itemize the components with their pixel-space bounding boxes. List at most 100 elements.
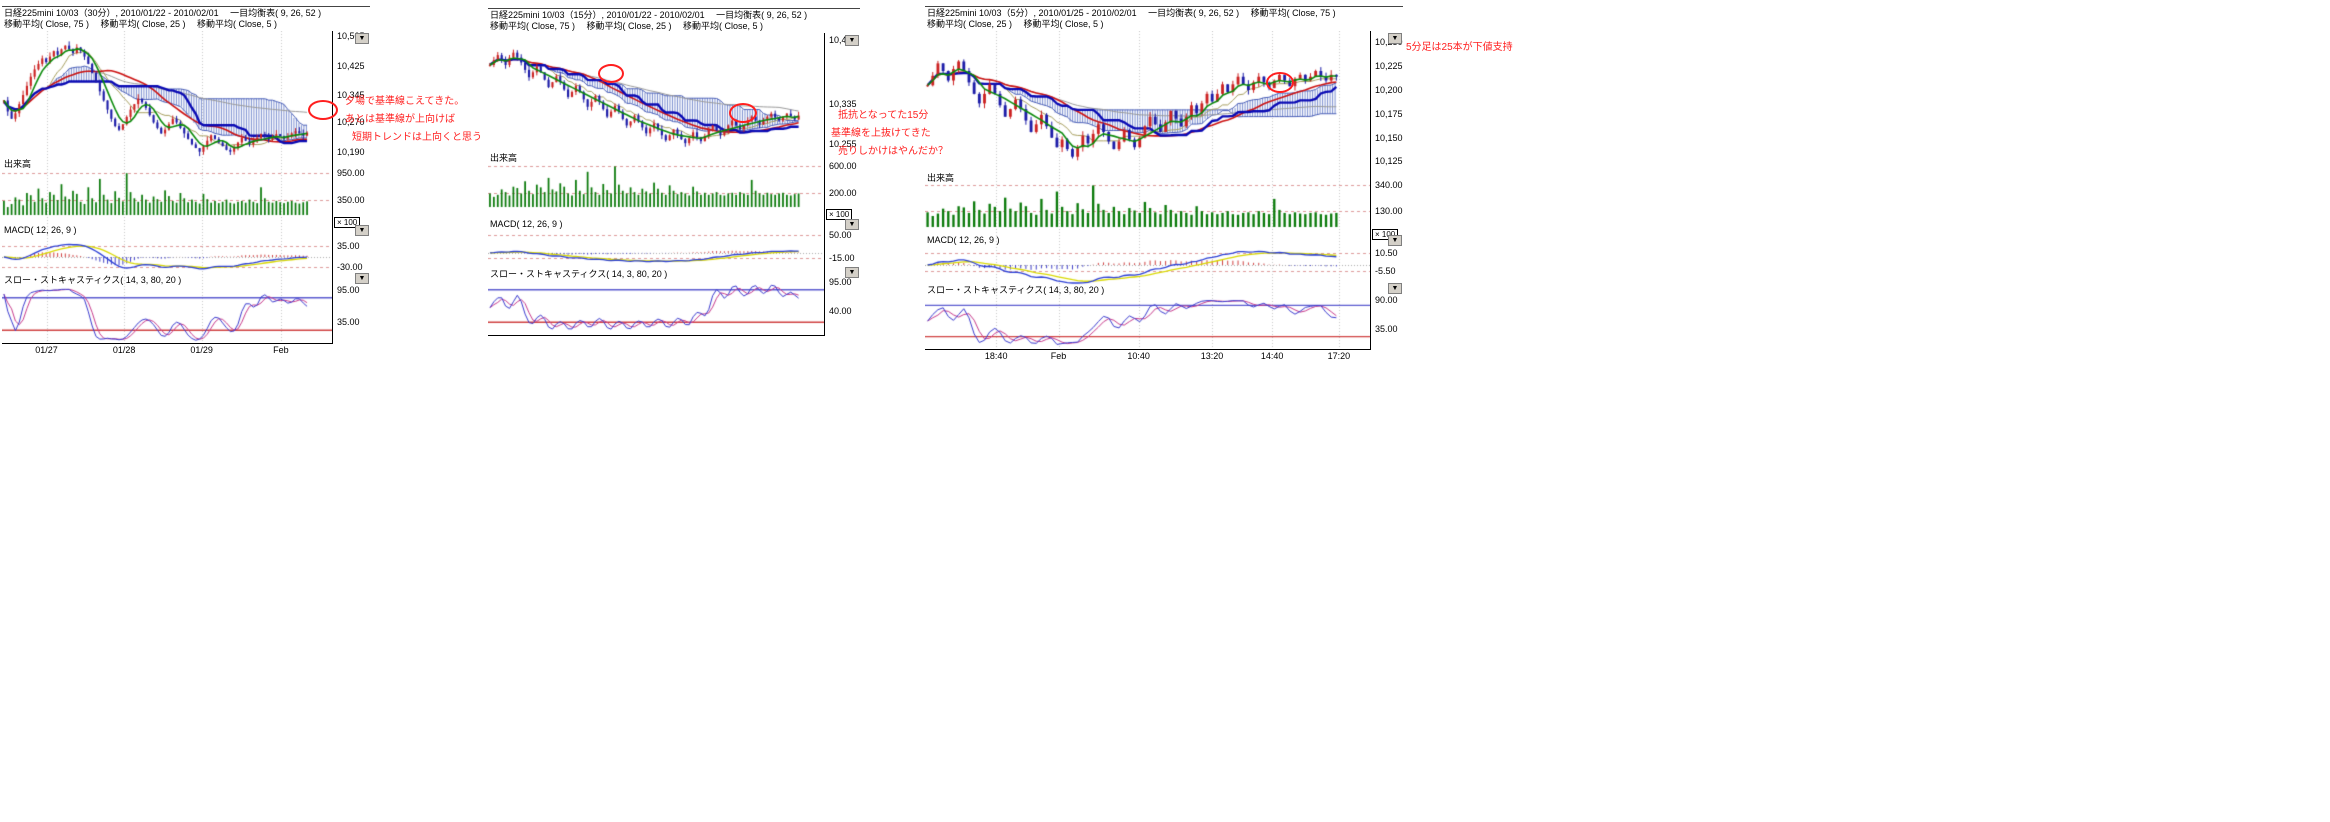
chart-window-5min: 日経225mini 10/03（5分）, 2010/01/25 - 2010/0…	[925, 6, 1403, 365]
price-axis-labels: 10,505 10,425 10,345 10,270 10,190 950.00 350.…	[335, 7, 371, 357]
axis-tick-label: -5.50	[1375, 266, 1396, 277]
price-pane-menu-button[interactable]: ▼	[845, 35, 859, 46]
axis-tick-label: 10,125	[1375, 156, 1403, 167]
stoch-pane-menu-button[interactable]: ▼	[1388, 283, 1402, 294]
volume-section-label: 出来高	[490, 153, 518, 163]
time-axis-label: 13:20	[1200, 351, 1224, 361]
chart-overlays-30min: 移動平均( Close, 75 ) 移動平均( Close, 25 ) 移動平均…	[4, 19, 278, 29]
annotation-30min-line2: あとは基準線が上向けば	[345, 114, 455, 125]
chart-window-30min: 日経225mini 10/03（30分）, 2010/01/22 - 2010/…	[2, 6, 370, 357]
time-axis-label: 01/29	[190, 345, 213, 355]
chart-title-15min: 日経225mini 10/03（15分）, 2010/01/22 - 2010/…	[490, 10, 808, 20]
price-axis-line	[824, 33, 825, 335]
axis-tick-label: 10,175	[1375, 108, 1403, 119]
chevron-down-icon: ▼	[358, 34, 366, 42]
highlight-circle	[1266, 72, 1294, 93]
time-axis-label: Feb	[1050, 351, 1067, 361]
axis-tick-label: 10,150	[1375, 132, 1403, 143]
price-axis-line	[332, 31, 333, 343]
time-axis-line	[488, 335, 825, 336]
volume-multiplier: × 100	[826, 209, 853, 220]
axis-tick-label: 10,425	[337, 60, 365, 71]
time-axis-label: 01/28	[112, 345, 136, 355]
stoch-pane-menu-button[interactable]: ▼	[845, 267, 859, 278]
axis-tick-label: 10,225	[1375, 61, 1403, 72]
axis-tick-label: -30.00	[337, 261, 363, 272]
axis-tick-label: 340.00	[1375, 180, 1403, 191]
chart-canvas-15min[interactable]	[488, 33, 824, 335]
axis-tick-label: 200.00	[829, 188, 857, 199]
annotation-15min-line2: 基準線を上抜けてきた	[831, 128, 931, 139]
time-axis-labels: 18:40 Feb 10:40 13:20 14:40 17:20	[925, 351, 1370, 364]
axis-tick-label: 40.00	[829, 306, 852, 317]
volume-multiplier: × 100	[1372, 229, 1399, 240]
volume-section-label: 出来高	[927, 173, 955, 183]
chevron-down-icon: ▼	[358, 226, 366, 234]
axis-tick-label: 95.00	[829, 276, 852, 287]
macd-section-label: MACD( 12, 26, 9 )	[927, 235, 1000, 245]
chart-title-5min: 日経225mini 10/03（5分）, 2010/01/25 - 2010/0…	[927, 8, 1336, 18]
volume-multiplier: × 100	[334, 217, 361, 228]
time-axis-label: 14:40	[1260, 351, 1284, 361]
chart-canvas-5min[interactable]	[925, 31, 1370, 349]
chart-overlays-5min: 移動平均( Close, 25 ) 移動平均( Close, 5 )	[927, 19, 1104, 29]
chart-canvas-30min[interactable]	[2, 31, 332, 343]
axis-tick-label: 600.00	[829, 161, 857, 172]
price-axis-line	[1370, 31, 1371, 349]
macd-section-label: MACD( 12, 26, 9 )	[4, 225, 77, 235]
stoch-section-label: スロー・ストキャスティクス( 14, 3, 80, 20 )	[927, 285, 1105, 295]
axis-tick-label: 35.00	[337, 240, 360, 251]
annotation-30min-line1: 夕場で基準線こえてきた。	[345, 96, 465, 107]
axis-tick-label: 10,255	[829, 138, 857, 149]
chart-overlays-15min: 移動平均( Close, 75 ) 移動平均( Close, 25 ) 移動平均…	[490, 21, 764, 31]
axis-tick-label: 350.00	[337, 194, 365, 205]
chevron-down-icon: ▼	[1391, 236, 1399, 244]
axis-tick-label: 95.00	[337, 284, 360, 295]
price-pane-menu-button[interactable]: ▼	[355, 33, 369, 44]
stoch-section-label: スロー・ストキャスティクス( 14, 3, 80, 20 )	[490, 269, 668, 279]
volume-section-label: 出来高	[4, 159, 32, 169]
annotation-30min-line3: 短期トレンドは上向くと思う	[352, 132, 482, 143]
chart-title-30min: 日経225mini 10/03（30分）, 2010/01/22 - 2010/…	[4, 8, 322, 18]
axis-tick-label: -15.00	[829, 253, 855, 264]
price-axis-labels: 10,25010,22510,20010,17510,15010,125340.…	[1373, 7, 1409, 365]
annotation-15min-line3: 売りしかけはやんだか？	[838, 146, 948, 157]
time-axis-label: 10:40	[1127, 351, 1150, 361]
annotation-5min-line1: 5分足は25本が下値支持	[1406, 42, 1513, 53]
time-axis-labels: 01/27 01/28 01/29 Feb	[2, 345, 332, 358]
chevron-down-icon: ▼	[848, 220, 856, 228]
chevron-down-icon: ▼	[1391, 284, 1399, 292]
axis-tick-label: 10,190	[337, 146, 365, 157]
macd-pane-menu-button[interactable]: ▼	[1388, 235, 1402, 246]
axis-tick-label: 10,345	[337, 90, 365, 100]
highlight-circle	[598, 64, 624, 83]
axis-tick-label: 130.00	[1375, 206, 1403, 217]
time-axis-label: 01/27	[35, 345, 58, 355]
axis-tick-label: 35.00	[337, 317, 360, 328]
chevron-down-icon: ▼	[848, 268, 856, 276]
time-axis-label: Feb	[273, 345, 289, 355]
highlight-circle	[729, 103, 757, 123]
highlight-circle	[308, 100, 338, 120]
stoch-pane-menu-button[interactable]: ▼	[355, 273, 369, 284]
chevron-down-icon: ▼	[358, 274, 366, 282]
axis-tick-label: 10.50	[1375, 248, 1398, 259]
chevron-down-icon: ▼	[1391, 34, 1399, 42]
price-axis-labels: 10,465 10,335 10,255 600.00 200.00 50.00 -15.0…	[827, 9, 863, 339]
annotation-15min-line1: 抵抗となってた15分	[838, 110, 929, 121]
axis-tick-label: 10,335	[829, 99, 857, 110]
macd-pane-menu-button[interactable]: ▼	[355, 225, 369, 236]
price-pane-menu-button[interactable]: ▼	[1388, 33, 1402, 44]
macd-pane-menu-button[interactable]: ▼	[845, 219, 859, 230]
macd-section-label: MACD( 12, 26, 9 )	[490, 219, 563, 229]
time-axis-label: 18:40	[984, 351, 1008, 361]
chevron-down-icon: ▼	[848, 36, 856, 44]
axis-tick-label: 10,505	[337, 31, 365, 42]
time-axis-line	[2, 343, 333, 344]
axis-tick-label: 50.00	[829, 230, 852, 241]
axis-tick-label: 10,465	[829, 35, 857, 46]
time-axis-label: 17:20	[1327, 351, 1351, 361]
axis-tick-label: 10,200	[1375, 85, 1403, 96]
time-axis-line	[925, 349, 1371, 350]
